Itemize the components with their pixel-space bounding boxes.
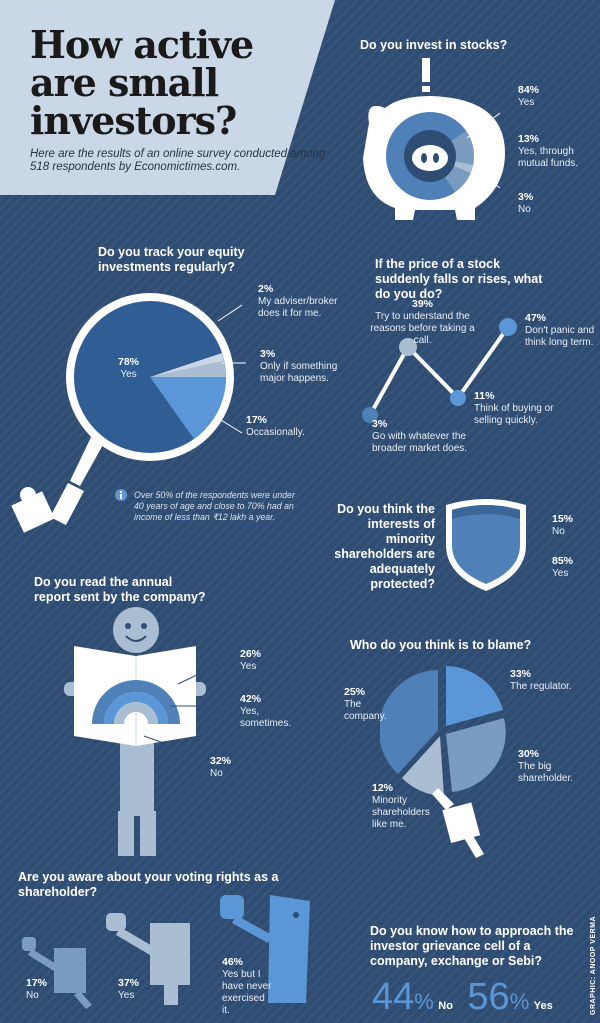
title-corner-shape: [0, 0, 335, 195]
annual-report-option-3: 32% No: [210, 755, 232, 779]
blame-slice-regulator: [446, 666, 503, 726]
annual-report-option-2: 42% Yes, sometimes.: [240, 693, 292, 729]
blame-slice-big-shareholder: [446, 718, 506, 792]
price-question: If the price of a stock suddenly falls o…: [375, 257, 543, 301]
grievance-no-number: 44: [372, 976, 415, 1018]
price-reaction-line-chart: [362, 318, 517, 423]
track-question: Do you track your equity investments reg…: [98, 245, 245, 274]
price-option-4: 47% Don't panic and think long term.: [525, 312, 595, 348]
survey-note: Over 50% of the respondents were under 4…: [134, 490, 295, 522]
price-option-1: 3% Go with whatever the broader market d…: [372, 418, 468, 454]
stocks-option-1: 84% Yes: [518, 84, 540, 108]
stocks-option-2: 13% Yes, through mutual funds.: [518, 133, 579, 169]
graphic-credit: GRAPHIC: ANOOP VERMA: [590, 915, 597, 1015]
blame-option-3: 12% Minority shareholders like me.: [372, 782, 430, 830]
voter-figure-never-exercised: [220, 895, 310, 1003]
voting-question: Are you aware about your voting rights a…: [18, 870, 279, 899]
track-slice-major: [150, 361, 226, 377]
pointing-figure-icon: [442, 802, 481, 844]
page-subtitle: Here are the results of an online survey…: [30, 148, 326, 173]
grievance-no-label: No: [438, 1000, 453, 1012]
minority-option-2: 85% Yes: [552, 555, 574, 579]
track-option-2: 2% My adviser/broker does it for me.: [258, 283, 338, 319]
blame-pie-chart: [380, 666, 506, 858]
reader-head-icon: [113, 607, 159, 653]
coin-slot-icon: [422, 58, 430, 82]
blame-option-4: 25% The company.: [344, 686, 387, 722]
voting-option-3: 46% Yes but I have never exercised it.: [222, 956, 272, 1016]
info-icon: [115, 489, 127, 501]
report-arc-yes: [92, 680, 180, 724]
track-option-4: 17% Occasionally.: [246, 414, 305, 438]
magnifier-handle: [70, 435, 104, 486]
grievance-no-percent: %: [414, 989, 434, 1014]
track-slice-adviser: [150, 353, 224, 377]
page-title: How active are small investors?: [30, 22, 254, 143]
track-option-3: 3% Only if something major happens.: [260, 348, 338, 384]
voter-figure-no: [22, 937, 92, 1009]
blame-slice-company: [380, 670, 438, 774]
blame-option-1: 33% The regulator.: [510, 668, 572, 692]
annual-report-option-1: 26% Yes: [240, 648, 262, 672]
minority-question: Do you think the interests of minority s…: [334, 502, 435, 591]
price-option-2: 39% Try to understand the reasons before…: [370, 298, 475, 346]
annual-report-question: Do you read the annual report sent by th…: [34, 575, 206, 604]
title-line-2: are small: [30, 60, 219, 105]
voting-figures-chart: [22, 895, 310, 1009]
price-option-3: 11% Think of buying or selling quickly.: [474, 390, 554, 426]
hand-figure-icon: [11, 491, 55, 533]
blame-question: Who do you think is to blame?: [350, 638, 532, 652]
grievance-question: Do you know how to approach the investor…: [370, 924, 574, 968]
report-arc-sometimes: [104, 692, 168, 724]
price-point-understand: [399, 338, 417, 356]
piggy-bank-chart: [363, 58, 505, 220]
stocks-option-3: 3% No: [518, 191, 534, 215]
report-arc-no: [114, 702, 158, 724]
track-option-1: 78% Yes: [118, 356, 140, 380]
reader-figure-chart: [64, 607, 229, 856]
price-point-buy-sell: [450, 390, 466, 406]
grievance-yes-percent: %: [509, 989, 530, 1014]
voter-figure-yes: [106, 913, 190, 1005]
grievance-yes-label: Yes: [533, 1000, 553, 1012]
minority-option-1: 15% No: [552, 513, 574, 537]
stocks-question: Do you invest in stocks?: [360, 38, 508, 52]
voting-option-1: 17% No: [26, 977, 48, 1001]
voting-option-2: 37% Yes: [118, 977, 140, 1001]
title-line-1: How active: [30, 22, 254, 67]
pig-snout-icon: [412, 145, 448, 171]
blame-option-2: 30% The big shareholder.: [518, 748, 574, 784]
track-slice-occasionally: [150, 377, 227, 439]
price-point-long-term: [499, 318, 517, 336]
magnifier-pie-chart: [11, 293, 246, 533]
stocks-donut-no: [449, 160, 474, 173]
blame-slice-minority: [402, 736, 444, 796]
price-point-broader-market: [362, 407, 378, 423]
shield-chart: [446, 499, 526, 591]
title-line-3: investors?: [30, 98, 237, 143]
grievance-answers: 44% No 56% Yes: [372, 978, 553, 1016]
grievance-yes-number: 56: [467, 976, 510, 1018]
